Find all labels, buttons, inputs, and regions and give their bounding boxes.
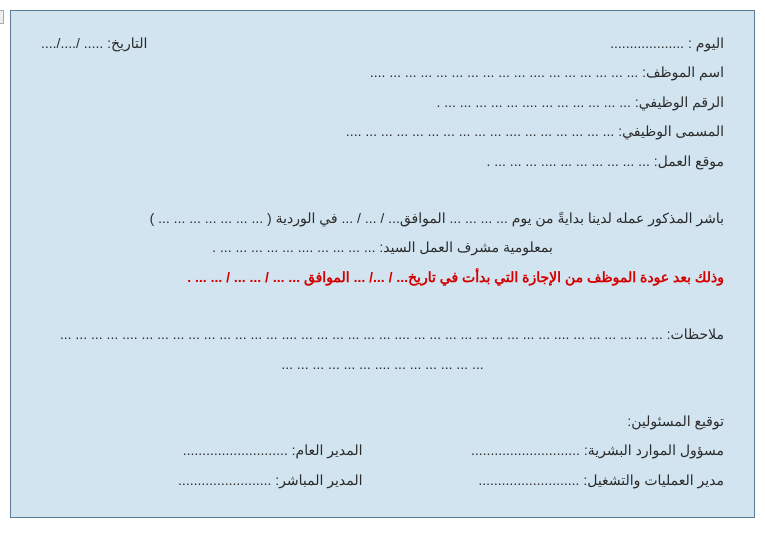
signatures-row-2: مدير العمليات والتشغيل: ................… (41, 466, 724, 495)
work-location-label: موقع العمل: (654, 153, 724, 169)
direct-mgr-label: المدير المباشر: (275, 472, 362, 488)
work-location-dots: ... ... ... ... ... ... .... ... ... ...… (486, 153, 649, 169)
body-section: باشر المذكور عمله لدينا بدايةً من يوم ..… (41, 204, 724, 292)
job-title-row: المسمى الوظيفي: ... ... ... ... ... ... … (41, 117, 724, 146)
signatures-heading: توقيع المسئولين: (41, 407, 724, 436)
notes-label: ملاحظات: (667, 326, 724, 342)
day-field: اليوم : ................... (610, 29, 724, 58)
job-id-row: الرقم الوظيفي: ... ... ... ... ... ... .… (41, 88, 724, 117)
date-field: التاريخ: ..... /..../.... (41, 29, 147, 58)
day-dots: ................... (610, 35, 684, 51)
notes-section: ملاحظات: ... ... ... ... ... ... .... ..… (41, 320, 724, 379)
direct-mgr-dots: ........................ (178, 472, 271, 488)
notes-dots-2: ... ... ... ... ... ... .... ... ... ...… (41, 350, 724, 379)
employee-name-label: اسم الموظف: (642, 64, 724, 80)
form-container: اليوم : ................... التاريخ: ...… (10, 10, 755, 518)
gm-dots: ........................... (183, 442, 288, 458)
employee-name-row: اسم الموظف: ... ... ... ... ... ... ....… (41, 58, 724, 87)
gm-signature: المدير العام: ..........................… (41, 436, 363, 465)
day-label: اليوم : (688, 35, 724, 51)
ops-label: مدير العمليات والتشغيل: (583, 472, 724, 488)
top-row: اليوم : ................... التاريخ: ...… (41, 29, 724, 58)
ops-signature: مدير العمليات والتشغيل: ................… (403, 466, 725, 495)
notes-line-1: ملاحظات: ... ... ... ... ... ... .... ..… (41, 320, 724, 349)
job-title-label: المسمى الوظيفي: (618, 123, 724, 139)
job-id-label: الرقم الوظيفي: (635, 94, 724, 110)
job-id-dots: ... ... ... ... ... ... .... ... ... ...… (436, 94, 630, 110)
collapse-toggle[interactable]: ▼ (0, 10, 4, 24)
job-title-dots: ... ... ... ... ... ... .... ... ... ...… (346, 123, 614, 139)
signatures-row-1: مسؤول الموارد البشرية: .................… (41, 436, 724, 465)
return-statement: وذلك بعد عودة الموظف من الإجازة التي بدأ… (41, 263, 724, 292)
work-location-row: موقع العمل: ... ... ... ... ... ... ....… (41, 147, 724, 176)
date-dots: ..... /..../.... (41, 35, 103, 51)
start-statement: باشر المذكور عمله لدينا بدايةً من يوم ..… (41, 204, 724, 233)
gm-label: المدير العام: (292, 442, 363, 458)
hr-dots: ............................ (471, 442, 580, 458)
employee-name-dots: ... ... ... ... ... ... .... ... ... ...… (370, 64, 638, 80)
date-label: التاريخ: (107, 35, 147, 51)
hr-signature: مسؤول الموارد البشرية: .................… (403, 436, 725, 465)
ops-dots: .......................... (478, 472, 579, 488)
signatures-section: توقيع المسئولين: مسؤول الموارد البشرية: … (41, 407, 724, 495)
direct-mgr-signature: المدير المباشر: ........................ (41, 466, 363, 495)
supervisor-statement: بمعلومية مشرف العمل السيد: ... ... ... .… (41, 233, 724, 262)
hr-label: مسؤول الموارد البشرية: (584, 442, 724, 458)
notes-dots-1: ... ... ... ... ... ... .... ... ... ...… (60, 326, 663, 342)
